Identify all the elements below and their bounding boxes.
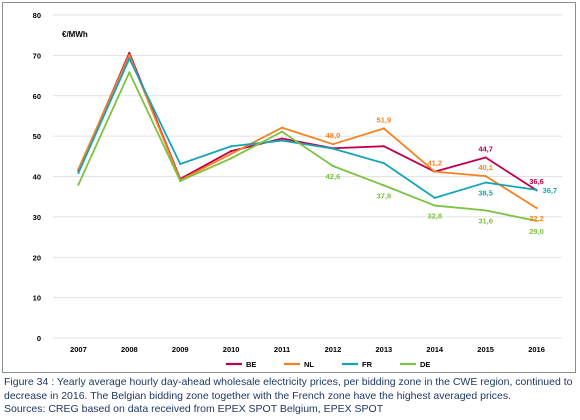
data-point-nl bbox=[230, 152, 233, 155]
data-point-de bbox=[77, 183, 80, 186]
data-point-de bbox=[179, 179, 182, 183]
y-tick-label: 50 bbox=[33, 132, 41, 141]
data-point-be bbox=[484, 156, 487, 159]
data-point-de bbox=[331, 164, 335, 168]
legend-label-de: DE bbox=[420, 360, 430, 369]
caption-sources: Sources: CREG based on data received fro… bbox=[4, 403, 384, 415]
data-point-fr bbox=[433, 196, 436, 199]
data-label-nl: 41,2 bbox=[427, 159, 442, 168]
data-point-de bbox=[280, 130, 284, 133]
y-tick-label: 80 bbox=[33, 11, 41, 20]
data-point-be bbox=[230, 149, 233, 153]
data-point-nl bbox=[280, 126, 284, 129]
data-point-nl bbox=[331, 143, 335, 146]
y-tick-label: 70 bbox=[33, 51, 41, 60]
data-point-fr bbox=[128, 57, 131, 60]
data-label-de: 32,8 bbox=[427, 212, 442, 221]
data-point-fr bbox=[280, 139, 284, 142]
data-label-de: 42,6 bbox=[326, 172, 341, 181]
x-tick-label: 2010 bbox=[223, 345, 240, 354]
data-point-nl bbox=[535, 206, 538, 210]
data-point-nl bbox=[77, 167, 80, 170]
data-point-fr bbox=[535, 188, 538, 191]
series-line-nl bbox=[77, 54, 538, 209]
figure-caption: Figure 34 : Yearly average hourly day-ah… bbox=[4, 376, 576, 417]
legend-label-fr: FR bbox=[362, 360, 373, 369]
data-label-de: 31,6 bbox=[478, 216, 493, 225]
x-tick-label: 2011 bbox=[274, 345, 290, 354]
unit-label: €/MWh bbox=[62, 30, 88, 39]
x-tick-label: 2013 bbox=[376, 345, 393, 354]
data-point-fr bbox=[77, 171, 80, 174]
data-point-be bbox=[128, 51, 131, 55]
data-point-be bbox=[382, 145, 385, 148]
caption-text: Figure 34 : Yearly average hourly day-ah… bbox=[4, 376, 573, 402]
data-point-de bbox=[484, 209, 487, 212]
data-point-fr bbox=[179, 162, 182, 166]
data-point-fr bbox=[484, 181, 487, 184]
data-point-fr bbox=[230, 145, 233, 148]
data-point-nl bbox=[128, 53, 131, 57]
data-label-de: 29,0 bbox=[529, 227, 544, 236]
data-point-fr bbox=[382, 162, 385, 165]
data-point-nl bbox=[382, 127, 385, 130]
data-label-nl: 32,2 bbox=[529, 214, 544, 223]
y-tick-label: 0 bbox=[37, 334, 41, 343]
y-tick-label: 10 bbox=[33, 294, 41, 303]
x-tick-label: 2012 bbox=[325, 345, 342, 354]
data-point-de bbox=[535, 219, 538, 223]
data-label-nl: 40,1 bbox=[478, 163, 493, 172]
legend-label-nl: NL bbox=[304, 360, 314, 369]
data-label-fr: 36,7 bbox=[543, 186, 558, 195]
series-line-de bbox=[77, 71, 537, 222]
y-tick-label: 40 bbox=[33, 173, 41, 182]
x-tick-label: 2015 bbox=[477, 345, 494, 354]
line-chart: 0 10 20 30 40 50 60 70 80 2007 2008 2009 2010 2011 201… bbox=[33, 11, 562, 369]
data-label-de: 37,8 bbox=[377, 191, 392, 200]
data-label-fr: 38,5 bbox=[478, 189, 493, 198]
x-tick-label: 2008 bbox=[121, 345, 138, 354]
series-line-fr bbox=[77, 57, 537, 199]
data-point-nl bbox=[484, 174, 487, 178]
data-point-de bbox=[230, 157, 233, 160]
data-label-nl: 51,9 bbox=[377, 115, 392, 124]
data-label-nl: 48,0 bbox=[326, 131, 341, 140]
data-point-de bbox=[382, 184, 385, 187]
data-label-be: 36,6 bbox=[529, 177, 544, 186]
y-tick-label: 20 bbox=[33, 253, 41, 262]
data-label-be: 44,7 bbox=[478, 145, 493, 154]
x-tick-label: 2009 bbox=[172, 345, 189, 354]
data-point-de bbox=[128, 71, 131, 74]
y-tick-label: 60 bbox=[33, 92, 41, 101]
data-point-de bbox=[433, 204, 436, 207]
x-tick-label: 2016 bbox=[528, 345, 545, 354]
series-line-be bbox=[77, 52, 538, 191]
x-tick-label: 2007 bbox=[70, 345, 87, 354]
chart-frame bbox=[2, 2, 576, 373]
data-point-nl bbox=[433, 170, 436, 173]
legend-label-be: BE bbox=[246, 360, 256, 369]
data-point-fr bbox=[331, 147, 335, 150]
data-point-be bbox=[280, 137, 284, 140]
x-tick-label: 2014 bbox=[426, 345, 444, 354]
y-tick-label: 30 bbox=[33, 213, 41, 222]
